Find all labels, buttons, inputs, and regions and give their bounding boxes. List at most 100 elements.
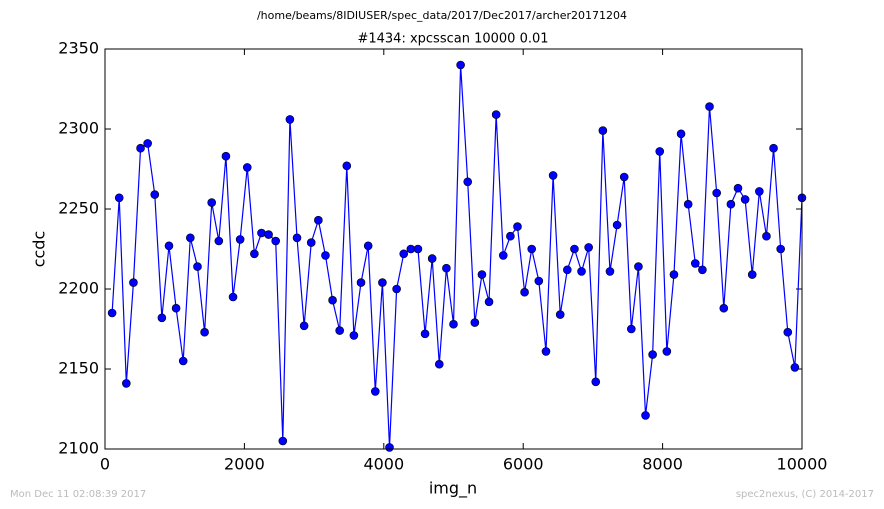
point — [356, 278, 366, 287]
point — [420, 329, 430, 339]
point — [676, 129, 686, 139]
point — [228, 292, 238, 302]
y-tick-label: 2250 — [58, 199, 99, 218]
x-tick-label: 2000 — [224, 455, 265, 474]
suptitle: /home/beams/8IDIUSER/spec_data/2017/Dec2… — [257, 9, 627, 22]
point — [769, 143, 778, 153]
chart-title: #1434: xpcsscan 10000 0.01 — [357, 32, 548, 47]
point — [619, 172, 629, 182]
point — [292, 233, 302, 243]
point — [157, 313, 167, 323]
point — [207, 198, 217, 207]
point — [370, 387, 380, 396]
point — [513, 222, 522, 231]
point — [598, 126, 608, 135]
point — [285, 115, 295, 124]
x-tick-label: 10000 — [777, 455, 828, 474]
point — [733, 183, 743, 193]
point — [306, 238, 316, 247]
point — [378, 278, 387, 287]
point — [349, 331, 359, 340]
point — [363, 241, 373, 251]
point — [527, 244, 537, 254]
y-tick-label: 2200 — [58, 279, 99, 298]
point — [641, 411, 650, 420]
point — [762, 231, 771, 241]
series-line — [111, 64, 803, 448]
point — [662, 347, 672, 356]
x-tick-label: 8000 — [642, 455, 683, 474]
x-axis-label: img_n — [429, 479, 477, 499]
point — [171, 303, 181, 313]
point — [690, 259, 700, 268]
point — [193, 262, 202, 271]
point — [257, 228, 266, 238]
point — [406, 244, 416, 254]
point — [563, 265, 572, 275]
point — [434, 359, 444, 369]
point — [570, 244, 579, 254]
point — [150, 190, 160, 199]
point — [605, 267, 615, 276]
point — [634, 262, 643, 271]
point — [498, 251, 508, 260]
point — [114, 193, 124, 203]
footer-right: spec2nexus, (C) 2014-2017 — [736, 489, 874, 500]
point — [648, 350, 657, 359]
point — [698, 265, 707, 275]
point — [328, 295, 337, 305]
x-tick-label: 4000 — [363, 455, 404, 474]
point — [740, 195, 750, 204]
point — [136, 143, 145, 153]
point — [122, 379, 131, 388]
point — [783, 327, 793, 337]
point — [719, 303, 729, 313]
point — [449, 319, 458, 329]
point — [278, 436, 288, 446]
point — [178, 356, 188, 366]
point — [705, 102, 714, 111]
y-axis-label: ccdc — [30, 231, 49, 268]
point — [548, 171, 558, 180]
point — [584, 243, 593, 252]
point — [164, 241, 174, 251]
point — [541, 347, 551, 356]
point — [314, 215, 323, 225]
point — [520, 287, 529, 297]
y-tick-label: 2350 — [58, 39, 99, 58]
point — [683, 199, 693, 209]
point — [491, 110, 501, 119]
point — [235, 235, 245, 244]
point — [427, 254, 437, 263]
point — [755, 187, 764, 196]
point — [299, 321, 309, 331]
point — [484, 297, 494, 307]
point — [442, 263, 451, 273]
point — [321, 251, 330, 260]
plot-frame — [104, 48, 803, 450]
point — [143, 139, 152, 148]
y-tick-label: 2150 — [58, 359, 99, 378]
y-tick-label: 2300 — [58, 119, 99, 138]
point — [250, 249, 259, 259]
point — [456, 60, 465, 70]
point — [655, 147, 665, 156]
point — [399, 249, 409, 259]
footer-left: Mon Dec 11 02:08:39 2017 — [10, 489, 146, 500]
point — [712, 188, 721, 198]
point — [506, 231, 515, 241]
point — [591, 377, 601, 387]
point — [221, 151, 231, 161]
point — [186, 233, 195, 243]
point — [214, 236, 224, 246]
point — [385, 443, 394, 452]
point — [790, 363, 800, 372]
point — [726, 199, 736, 209]
point — [470, 318, 480, 327]
point — [413, 244, 423, 254]
point — [271, 236, 280, 246]
point — [669, 270, 679, 279]
point — [577, 267, 586, 276]
point — [747, 270, 757, 279]
